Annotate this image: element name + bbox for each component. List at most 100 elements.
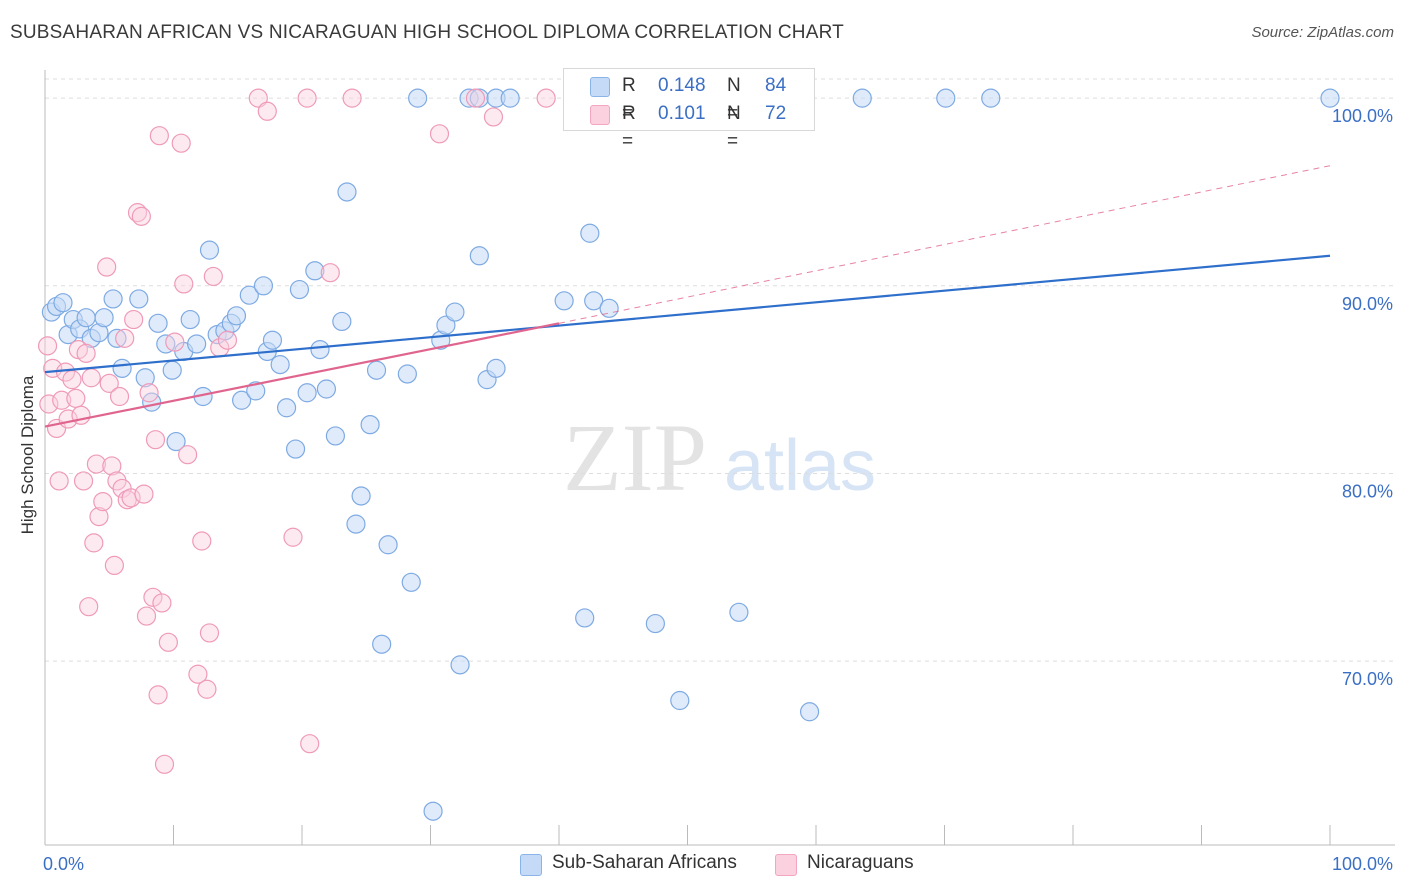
point-nicaraguan <box>104 555 124 575</box>
point-sub-saharan <box>469 246 489 266</box>
point-nicaraguan <box>52 390 72 410</box>
point-nicaraguan <box>66 388 86 408</box>
point-sub-saharan <box>423 801 443 821</box>
point-sub-saharan <box>936 88 956 108</box>
trendline-nicaraguan <box>44 322 560 428</box>
legend-label: Nicaraguans <box>807 852 914 873</box>
point-sub-saharan <box>670 690 690 711</box>
point-sub-saharan <box>645 613 665 634</box>
point-sub-saharan <box>112 358 132 378</box>
point-nicaraguan <box>127 203 148 223</box>
legend-swatch-pink <box>590 105 610 125</box>
point-sub-saharan <box>199 240 220 260</box>
point-sub-saharan <box>103 289 123 309</box>
point-sub-saharan <box>408 88 428 108</box>
x-tick-label: 0.0% <box>43 854 84 874</box>
point-nicaraguan <box>148 685 168 705</box>
point-sub-saharan <box>262 330 283 350</box>
point-nicaraguan <box>342 88 362 108</box>
point-sub-saharan <box>378 535 398 555</box>
point-sub-saharan <box>445 302 465 322</box>
watermark-zip: ZIP <box>563 404 707 511</box>
point-nicaraguan <box>283 527 303 547</box>
legend-label: Sub-Saharan Africans <box>552 852 737 873</box>
point-nicaraguan <box>465 88 486 108</box>
point-nicaraguan <box>297 88 317 108</box>
point-nicaraguan <box>192 531 212 551</box>
point-sub-saharan <box>148 313 168 333</box>
point-sub-saharan <box>246 381 266 401</box>
point-nicaraguan <box>89 507 109 527</box>
point-sub-saharan <box>401 572 421 592</box>
point-nicaraguan <box>84 533 104 553</box>
point-nicaraguan <box>154 754 175 774</box>
point-nicaraguan <box>62 370 82 390</box>
point-sub-saharan <box>253 276 274 296</box>
legend-swatch-pink <box>775 854 797 876</box>
point-sub-saharan <box>584 291 604 311</box>
y-tick-label: 90.0% <box>1342 294 1393 314</box>
point-nicaraguan <box>49 471 69 491</box>
point-nicaraguan <box>81 368 101 388</box>
point-sub-saharan <box>575 608 595 628</box>
y-tick-label: 100.0% <box>1332 106 1393 126</box>
point-nicaraguan <box>188 664 208 684</box>
point-nicaraguan <box>134 484 154 504</box>
point-nicaraguan <box>300 734 320 754</box>
point-sub-saharan <box>232 390 252 410</box>
point-sub-saharan <box>337 182 357 202</box>
point-nicaraguan <box>536 88 556 108</box>
point-sub-saharan <box>450 655 470 675</box>
point-sub-saharan <box>372 634 392 654</box>
point-nicaraguan <box>37 336 58 356</box>
point-sub-saharan <box>187 334 207 354</box>
point-sub-saharan <box>166 431 186 452</box>
point-nicaraguan <box>217 330 238 350</box>
point-nicaraguan <box>109 386 130 407</box>
point-sub-saharan <box>325 426 346 446</box>
point-sub-saharan <box>53 293 73 313</box>
legend-n-value: 72 <box>765 103 787 124</box>
point-nicaraguan <box>165 332 185 352</box>
point-nicaraguan <box>99 373 119 393</box>
point-nicaraguan <box>39 394 59 414</box>
point-nicaraguan <box>86 454 107 474</box>
point-sub-saharan <box>346 514 366 534</box>
legend-r-label: R = <box>622 75 636 124</box>
point-sub-saharan <box>162 360 182 380</box>
point-nicaraguan <box>124 309 144 330</box>
point-nicaraguan <box>97 257 117 277</box>
legend-r-value: 0.148 <box>658 75 706 96</box>
stats-legend: R = 0.148 N = 84 R = 0.101 N = 72 <box>563 68 815 152</box>
legend-r-label: R = <box>622 103 636 152</box>
point-sub-saharan <box>305 261 325 281</box>
point-sub-saharan <box>129 289 149 309</box>
point-sub-saharan <box>285 439 306 459</box>
point-nicaraguan <box>199 623 220 643</box>
chart-title: SUBSAHARAN AFRICAN VS NICARAGUAN HIGH SC… <box>10 22 844 43</box>
point-nicaraguan <box>152 593 172 613</box>
point-sub-saharan <box>852 88 872 108</box>
point-nicaraguan <box>143 587 163 607</box>
point-sub-saharan <box>226 306 247 326</box>
point-sub-saharan <box>366 360 387 380</box>
point-sub-saharan <box>436 315 456 335</box>
point-sub-saharan <box>1320 88 1340 108</box>
trendline-sub-saharan <box>44 254 1331 374</box>
point-nicaraguan <box>320 263 340 283</box>
point-nicaraguan <box>79 597 99 617</box>
point-sub-saharan <box>332 311 352 332</box>
point-sub-saharan <box>135 368 155 388</box>
point-sub-saharan <box>276 398 297 418</box>
legend-swatch-blue <box>590 77 610 97</box>
point-sub-saharan <box>360 415 380 435</box>
point-sub-saharan <box>297 383 317 403</box>
point-sub-saharan <box>500 88 520 108</box>
legend-n-label: N = <box>727 103 741 152</box>
point-nicaraguan <box>248 88 268 108</box>
point-nicaraguan <box>139 383 159 403</box>
point-sub-saharan <box>799 702 820 722</box>
point-nicaraguan <box>115 328 135 348</box>
point-sub-saharan <box>397 364 417 384</box>
